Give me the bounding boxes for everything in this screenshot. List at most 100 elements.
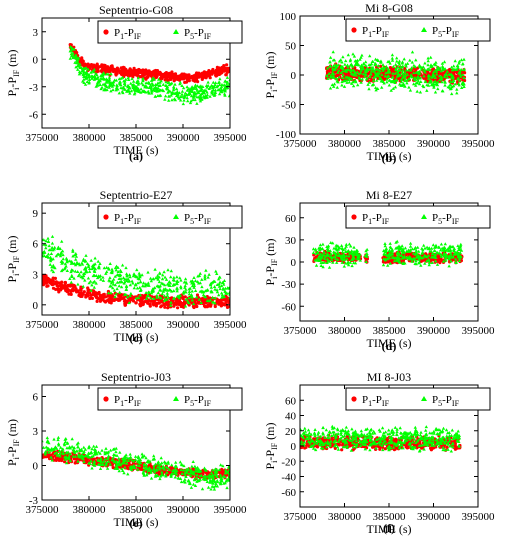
legend-marker xyxy=(103,214,109,220)
data-point xyxy=(367,80,372,84)
data-point xyxy=(397,62,402,66)
data-point xyxy=(118,465,122,469)
data-point xyxy=(63,460,67,464)
data-point xyxy=(148,304,152,308)
data-point xyxy=(119,279,123,283)
data-point xyxy=(397,59,402,63)
data-point xyxy=(220,88,224,91)
data-point xyxy=(417,257,421,261)
data-point xyxy=(60,239,64,243)
data-point xyxy=(56,435,61,439)
legend-marker xyxy=(421,214,427,219)
data-point xyxy=(95,299,99,303)
data-point xyxy=(457,247,462,251)
data-point xyxy=(130,72,134,76)
data-point xyxy=(365,69,369,73)
data-point xyxy=(68,259,72,263)
data-point xyxy=(135,268,139,272)
panel-label: (a) xyxy=(129,149,143,163)
data-point xyxy=(145,473,149,477)
data-point xyxy=(188,101,193,105)
data-point xyxy=(352,73,356,77)
data-point xyxy=(95,63,99,67)
data-point xyxy=(110,65,114,69)
data-point xyxy=(73,54,77,58)
data-point xyxy=(448,79,453,83)
data-point xyxy=(340,254,345,258)
data-point xyxy=(136,281,140,285)
data-point xyxy=(84,253,88,257)
data-point xyxy=(332,255,336,259)
data-point xyxy=(115,69,119,73)
data-point xyxy=(213,301,217,305)
data-point xyxy=(162,294,167,298)
data-point xyxy=(450,255,455,259)
data-point xyxy=(132,295,136,299)
data-point xyxy=(91,264,96,268)
data-point xyxy=(380,73,384,77)
data-point xyxy=(376,64,381,68)
data-point xyxy=(200,289,204,293)
data-point xyxy=(88,279,93,283)
data-point xyxy=(187,287,191,291)
data-point xyxy=(404,62,408,66)
data-point xyxy=(168,281,173,285)
data-point xyxy=(341,76,345,79)
data-point xyxy=(340,250,345,254)
data-point xyxy=(451,84,456,88)
data-point xyxy=(447,257,451,261)
data-point xyxy=(433,259,438,263)
data-point xyxy=(401,83,405,87)
data-point xyxy=(344,69,348,72)
data-point xyxy=(114,446,118,450)
data-point xyxy=(161,89,166,93)
data-point xyxy=(163,275,167,279)
data-point xyxy=(113,266,118,270)
data-point xyxy=(174,87,179,91)
data-point xyxy=(409,73,413,77)
data-point xyxy=(342,264,346,268)
data-point xyxy=(348,59,352,63)
data-point xyxy=(408,248,412,252)
data-point xyxy=(439,69,443,73)
data-point xyxy=(96,80,100,84)
data-point xyxy=(339,58,343,62)
data-point xyxy=(217,80,221,84)
data-point xyxy=(422,85,426,89)
data-point xyxy=(175,289,179,293)
data-point xyxy=(384,248,388,252)
data-point xyxy=(153,267,157,271)
data-point xyxy=(321,265,325,269)
data-point xyxy=(327,265,332,269)
data-point xyxy=(151,457,155,461)
data-point xyxy=(198,99,203,103)
data-point xyxy=(201,85,205,88)
data-point xyxy=(394,246,398,250)
data-point xyxy=(67,454,71,458)
data-point xyxy=(192,285,196,289)
data-point xyxy=(390,56,394,60)
data-point xyxy=(96,67,100,71)
data-point xyxy=(314,248,318,252)
data-point xyxy=(106,266,111,270)
data-point xyxy=(412,82,416,86)
data-point xyxy=(378,69,382,73)
data-point xyxy=(114,268,118,272)
data-point xyxy=(196,274,200,278)
data-point xyxy=(340,83,344,87)
y-tick-label: 0 xyxy=(291,257,297,269)
data-point xyxy=(432,85,436,89)
data-point xyxy=(401,72,405,76)
data-point xyxy=(318,246,322,250)
data-point xyxy=(149,89,154,93)
data-point xyxy=(345,68,350,72)
data-point xyxy=(381,63,385,66)
data-point xyxy=(383,242,387,245)
data-point xyxy=(145,85,149,89)
data-point xyxy=(219,85,224,89)
data-point xyxy=(365,247,369,251)
data-point xyxy=(187,87,191,90)
data-point xyxy=(138,69,142,74)
data-point xyxy=(122,281,126,285)
data-point xyxy=(46,284,50,288)
